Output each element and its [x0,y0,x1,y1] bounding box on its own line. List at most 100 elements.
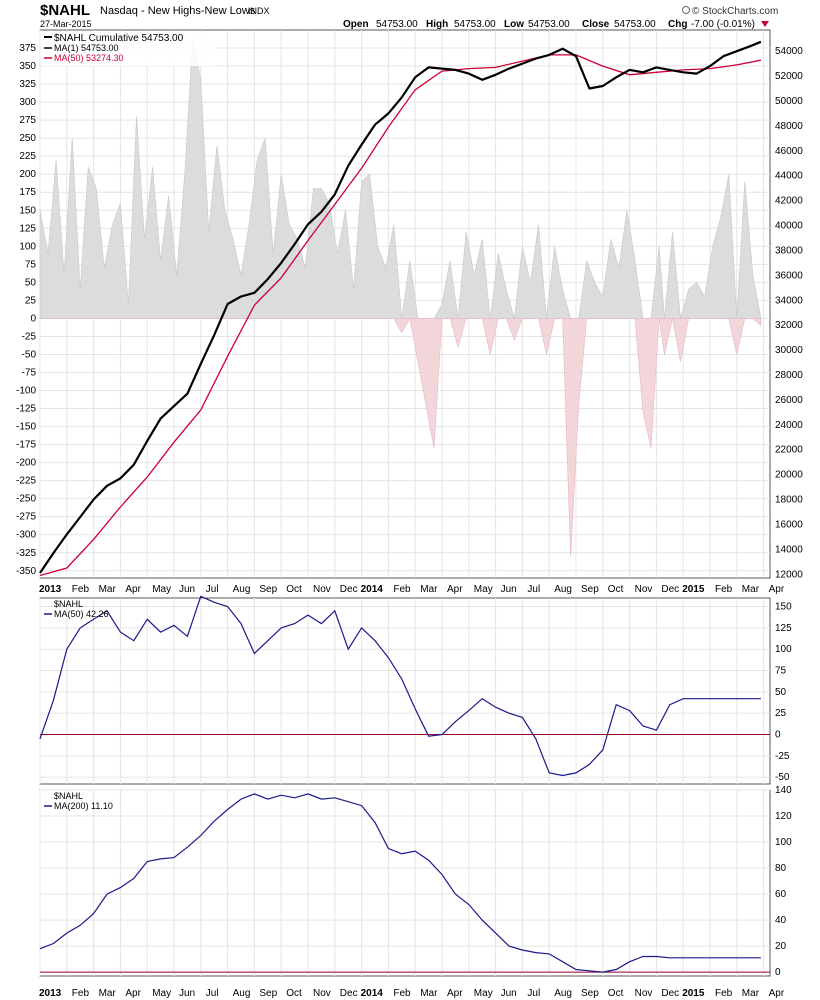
left-axis-tick-label: -175 [16,440,36,451]
ma50-panel-title: $NAHL [54,599,83,609]
brand-logo: © StockCharts.com [682,6,778,17]
left-axis-tick-label: 0 [30,313,36,324]
left-axis-tick-label: -250 [16,494,36,505]
left-axis-tick-label: 325 [19,79,36,90]
ma200-line [39,793,761,973]
right-axis-tick-label: 38000 [775,245,803,256]
low-label: Low [504,19,524,30]
left-axis-tick-label: 275 [19,115,36,126]
left-axis-tick-label: 75 [25,259,37,270]
right-axis-tick-label: 44000 [775,171,803,182]
legend-cumulative: $NAHL Cumulative 54753.00 [54,33,184,44]
cumulative-line [39,40,762,574]
left-axis-tick-label: -225 [16,476,36,487]
right-axis-tick-label: 26000 [775,395,803,406]
x-axis-tick-label: Sep [259,988,277,999]
left-axis-tick-label: 200 [19,169,36,180]
right-axis-tick-label: 40 [775,915,787,926]
right-axis-tick-label: 80 [775,863,787,874]
x-axis-tick-label: Apr [125,988,141,999]
left-axis-tick-label: -350 [16,566,36,577]
right-axis-tick-label: 50000 [775,96,803,107]
x-axis-tick-label: Mar [742,584,760,595]
chg-value: -7.00 (-0.01%) [691,19,755,30]
ma50-legend: $NAHL MA(50) 42.26 [44,599,109,619]
stockcharts-logo-icon [682,6,690,14]
left-axis-tick-label: 225 [19,151,36,162]
left-axis-tick-label: -325 [16,548,36,559]
x-axis-tick-label: Sep [581,988,599,999]
date-label: 27-Mar-2015 [40,19,92,29]
x-axis-tick-label: Feb [715,988,733,999]
x-axis-tick-label: Jun [179,988,195,999]
left-axis-tick-label: 25 [25,295,37,306]
right-axis-tick-label: 22000 [775,445,803,456]
left-axis-tick-label: -300 [16,530,36,541]
left-axis-tick-label: -75 [22,368,37,379]
left-axis-tick-label: 375 [19,43,36,54]
chg-label: Chg [668,19,687,30]
x-axis-tick-label: May [152,584,171,595]
x-axis-tick-label: 2014 [361,584,384,595]
right-axis-tick-label: 40000 [775,221,803,232]
legend-ma50: MA(50) 53274.30 [54,53,124,63]
x-axis-tick-label: Dec [661,584,679,595]
histogram-negative-area [39,317,762,557]
high-value: 54753.00 [454,19,496,30]
x-axis-tick-label: Jun [179,584,195,595]
right-axis-tick-label: 75 [775,666,787,677]
right-axis-tick-label: 0 [775,730,781,741]
x-axis-tick-label: May [474,988,493,999]
x-axis-tick-label: Aug [554,988,572,999]
right-axis-tick-label: 20000 [775,470,803,481]
right-axis-tick-label: 12000 [775,569,803,580]
right-axis-tick-label: 100 [775,644,792,655]
legend-ma1: MA(1) 54753.00 [54,43,119,53]
right-axis-tick-label: 20 [775,941,787,952]
left-axis-tick-label: -200 [16,458,36,469]
right-axis-tick-label: 18000 [775,495,803,506]
left-axis-tick-label: -100 [16,386,36,397]
right-axis-tick-label: 150 [775,602,792,613]
x-axis-tick-label: Feb [72,988,90,999]
x-axis-tick-label: Feb [715,584,733,595]
x-axis-tick-label: Apr [125,584,141,595]
x-axis-tick-label: Nov [313,584,331,595]
right-axis-tick-label: 52000 [775,71,803,82]
left-axis-tick-label: 50 [25,277,37,288]
right-axis-tick-label: 60 [775,889,787,900]
x-axis-tick-label: 2013 [39,584,62,595]
left-axis-tick-label: -50 [22,349,37,360]
x-axis-tick-label: Apr [769,584,785,595]
legend-ma50-panel: MA(50) 42.26 [54,609,109,619]
close-label: Close [582,19,610,30]
right-axis-tick-label: 48000 [775,121,803,132]
x-axis-tick-label: Jun [501,988,517,999]
left-axis-tick-label: -25 [22,331,37,342]
right-axis-tick-label: 0 [775,967,781,978]
high-label: High [426,19,448,30]
right-axis-tick-label: 30000 [775,345,803,356]
daily-histogram [39,37,762,557]
left-axis-tick-label: 150 [19,205,36,216]
grid-lines [39,30,770,976]
legend-ma200-panel: MA(200) 11.10 [54,801,113,811]
brand-text: © StockCharts.com [692,6,778,17]
right-axis-tick-label: 28000 [775,370,803,381]
x-axis-tick-label: Jul [527,988,540,999]
right-axis-tick-label: 42000 [775,196,803,207]
left-axis-tick-label: 125 [19,223,36,234]
x-axis-tick-label: Jul [206,584,219,595]
right-axis-tick-label: 120 [775,811,792,822]
x-axis-tick-label: Feb [72,584,90,595]
right-axis-tick-label: 125 [775,623,792,634]
left-axis-tick-label: -125 [16,404,36,415]
open-label: Open [343,19,369,30]
x-axis-tick-label: Sep [581,584,599,595]
ma200-legend: $NAHL MA(200) 11.10 [44,791,113,811]
ma50-line [39,595,761,777]
right-axis-tick-label: 24000 [775,420,803,431]
x-axis-tick-label: Jul [527,584,540,595]
x-axis-tick-label: May [152,988,171,999]
